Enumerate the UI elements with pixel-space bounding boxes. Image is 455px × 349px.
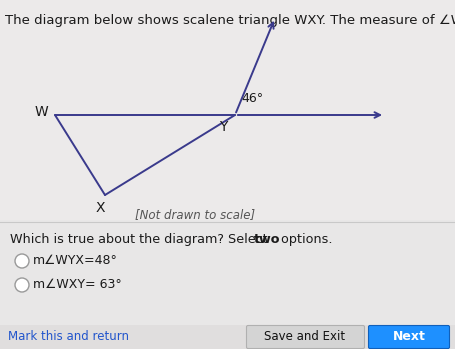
Text: two: two (253, 233, 280, 246)
Circle shape (15, 278, 29, 292)
Text: Y: Y (218, 120, 227, 134)
Text: The diagram below shows scalene triangle WXY. The measure of ∠WXY is 71°.: The diagram below shows scalene triangle… (5, 14, 455, 27)
Text: options.: options. (276, 233, 332, 246)
Text: W: W (34, 105, 48, 119)
Bar (0, 220, 455, 349)
Text: Save and Exit: Save and Exit (264, 331, 345, 343)
Text: X: X (95, 201, 105, 215)
Bar (0, 325, 455, 349)
Text: m∠WXY= 63°: m∠WXY= 63° (33, 279, 121, 291)
Text: m∠WYX=48°: m∠WYX=48° (33, 254, 117, 267)
Text: 46°: 46° (240, 91, 263, 104)
FancyBboxPatch shape (246, 326, 364, 349)
FancyBboxPatch shape (368, 326, 449, 349)
Text: Mark this and return: Mark this and return (8, 331, 129, 343)
Circle shape (15, 254, 29, 268)
Text: [Not drawn to scale]: [Not drawn to scale] (135, 208, 254, 222)
Text: Which is true about the diagram? Select: Which is true about the diagram? Select (10, 233, 271, 246)
Text: Next: Next (392, 331, 425, 343)
